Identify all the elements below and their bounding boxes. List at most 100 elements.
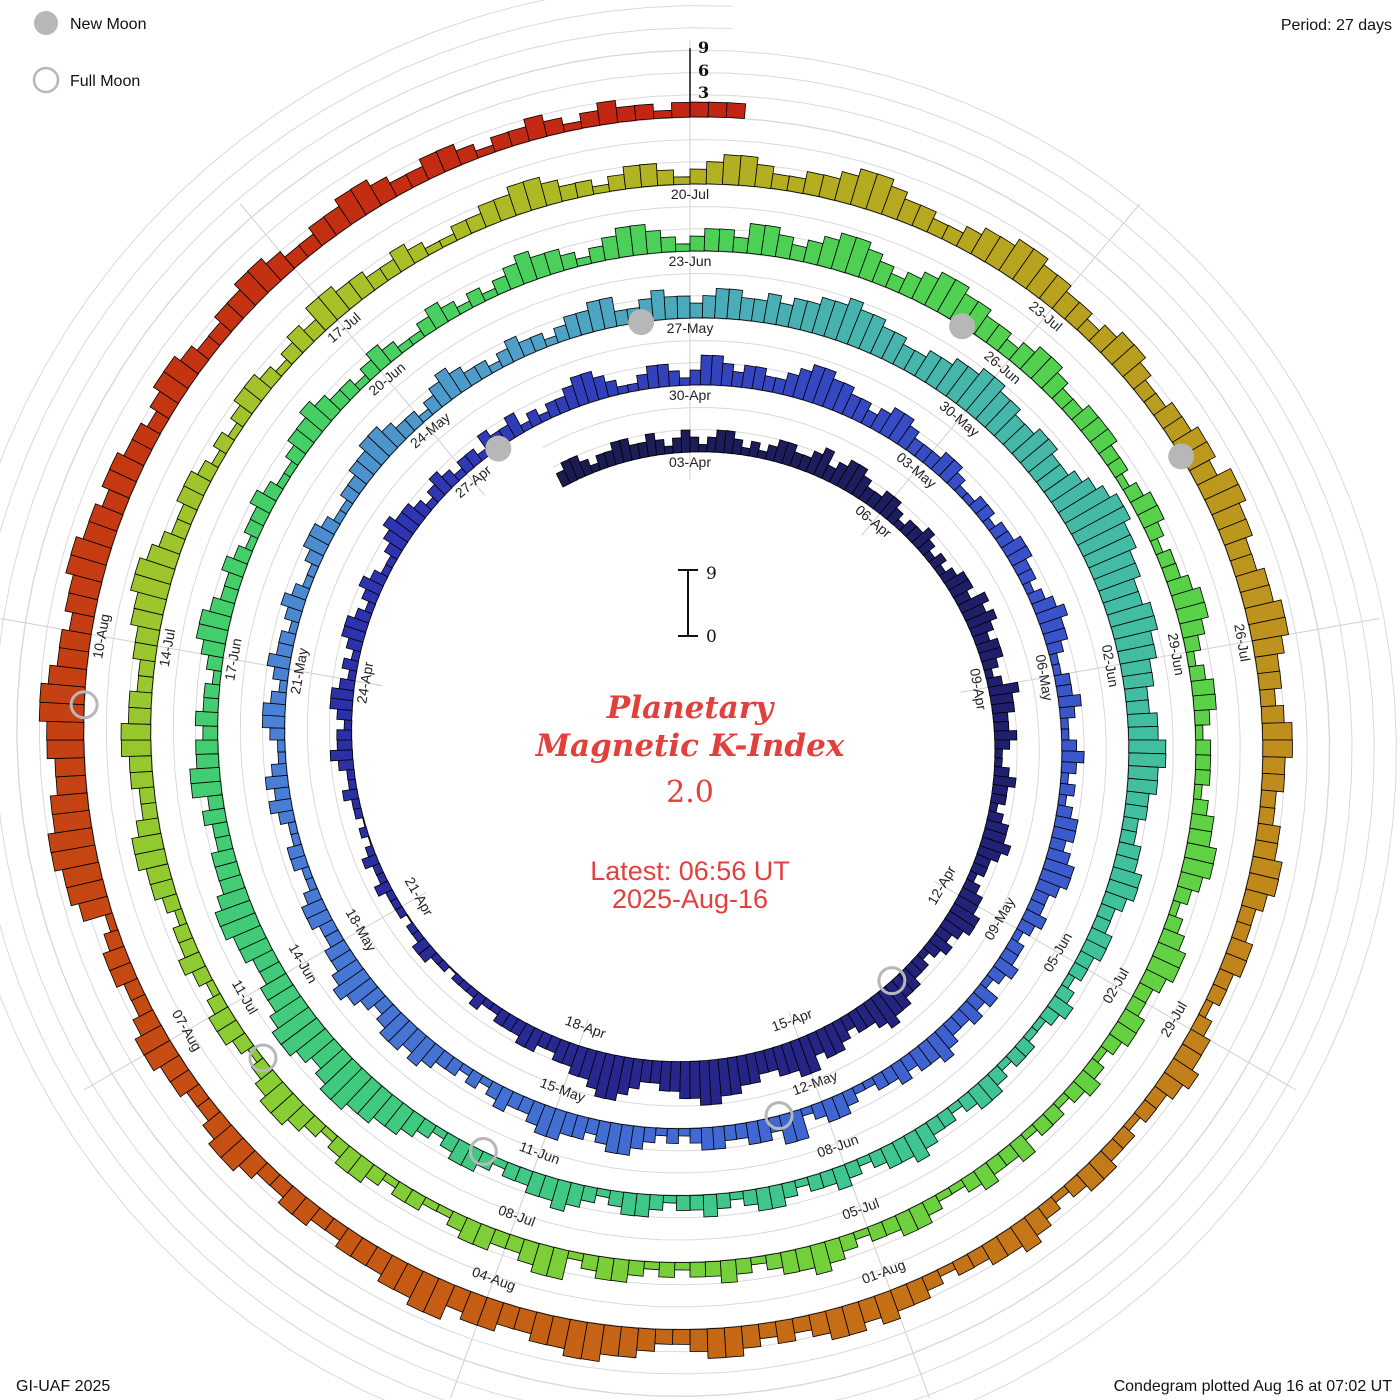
k-bar (1017, 568, 1037, 586)
k-bar (1193, 709, 1211, 726)
k-bar (1172, 885, 1193, 906)
k-bar (1175, 601, 1209, 625)
k-bar (831, 382, 855, 415)
k-bar (382, 515, 414, 543)
k-bar (851, 474, 873, 500)
k-bar (620, 1191, 638, 1217)
k-bar (616, 384, 630, 395)
k-bar (596, 100, 619, 126)
k-bar (689, 168, 708, 185)
k-bar (645, 229, 663, 255)
k-bar (214, 899, 256, 928)
k-bar (689, 1127, 703, 1144)
k-bar (689, 235, 706, 252)
k-bar (448, 366, 473, 394)
k-bar (562, 1318, 588, 1360)
chart-title-line2: Magnetic K-Index (535, 728, 845, 764)
k-bar (58, 628, 92, 653)
k-bar (750, 1255, 768, 1266)
k-bar (136, 675, 154, 694)
k-bar (210, 847, 237, 868)
k-bar (1076, 1162, 1105, 1192)
k-bar (992, 711, 1009, 723)
date-label: 29-Jun (1165, 632, 1188, 677)
k-bar (675, 243, 691, 252)
date-label: 09-Apr (967, 667, 990, 711)
k-bar (896, 425, 920, 451)
k-bar (1046, 994, 1074, 1020)
k-bar (662, 1194, 678, 1204)
k-bar (517, 1238, 540, 1266)
k-bar (815, 1026, 838, 1059)
k-bar (514, 1022, 536, 1048)
k-bar (1041, 371, 1069, 400)
k-bar (698, 1060, 712, 1106)
k-bar (369, 569, 389, 587)
k-bar (457, 1217, 482, 1245)
k-bar (349, 179, 382, 216)
k-bar (102, 945, 131, 972)
k-bar (440, 300, 462, 322)
plotted-timestamp-label: Condegram plotted Aug 16 at 07:02 UT (1114, 1378, 1393, 1395)
k-bar (643, 1260, 661, 1271)
k-bar (668, 370, 681, 387)
k-bar (757, 1321, 778, 1340)
k-bar (1012, 248, 1049, 290)
k-bar (1063, 1174, 1088, 1198)
k-bar (866, 1221, 888, 1242)
k-bar (522, 176, 548, 211)
k-bar (195, 739, 219, 755)
k-bar (868, 1148, 888, 1169)
k-bar (1192, 693, 1217, 712)
k-bar (299, 400, 333, 433)
k-bar (925, 1031, 955, 1063)
k-bar (745, 1120, 762, 1146)
k-bar (1188, 664, 1207, 682)
k-bar (1259, 789, 1277, 809)
k-bar (965, 608, 998, 630)
k-bar (1016, 918, 1036, 937)
k-bar (1021, 908, 1048, 930)
k-bar (346, 768, 356, 781)
k-bar (648, 1194, 664, 1211)
k-bar (786, 175, 807, 194)
k-bar (639, 163, 659, 188)
date-label: 18-Apr (563, 1012, 608, 1042)
k-bar (689, 302, 704, 319)
k-bar (317, 285, 351, 321)
k-bar (810, 1101, 828, 1120)
k-bar (277, 751, 287, 765)
k-bar (405, 921, 419, 936)
k-bar (634, 103, 655, 121)
k-bar (1061, 750, 1085, 764)
k-bar (138, 786, 156, 805)
k-bar (254, 1069, 284, 1097)
k-bar (221, 555, 249, 578)
k-bar (195, 753, 220, 770)
k-bar (674, 1261, 691, 1271)
k-bar (528, 1311, 554, 1346)
k-bar (774, 1318, 797, 1345)
k-bar (1019, 438, 1059, 473)
k-bar (435, 143, 463, 173)
k-bar (424, 301, 449, 330)
k-bar (459, 1290, 488, 1326)
date-label: 02-Jun (1099, 643, 1122, 688)
k-bar (465, 287, 486, 308)
k-bar (1042, 627, 1069, 645)
k-bar (993, 720, 1010, 732)
k-bar (1137, 504, 1165, 529)
k-bar (928, 552, 947, 570)
k-bar (946, 471, 966, 492)
k-bar (259, 1081, 294, 1114)
k-bar (742, 1188, 759, 1207)
k-bar (367, 426, 399, 457)
date-label: 08-Jun (815, 1131, 861, 1161)
k-bar (473, 359, 493, 380)
k-bar (579, 458, 594, 477)
k-bar (1126, 777, 1159, 795)
k-bar (939, 918, 964, 940)
k-bar (262, 702, 286, 717)
k-bar (135, 817, 162, 838)
k-bar (721, 154, 742, 186)
